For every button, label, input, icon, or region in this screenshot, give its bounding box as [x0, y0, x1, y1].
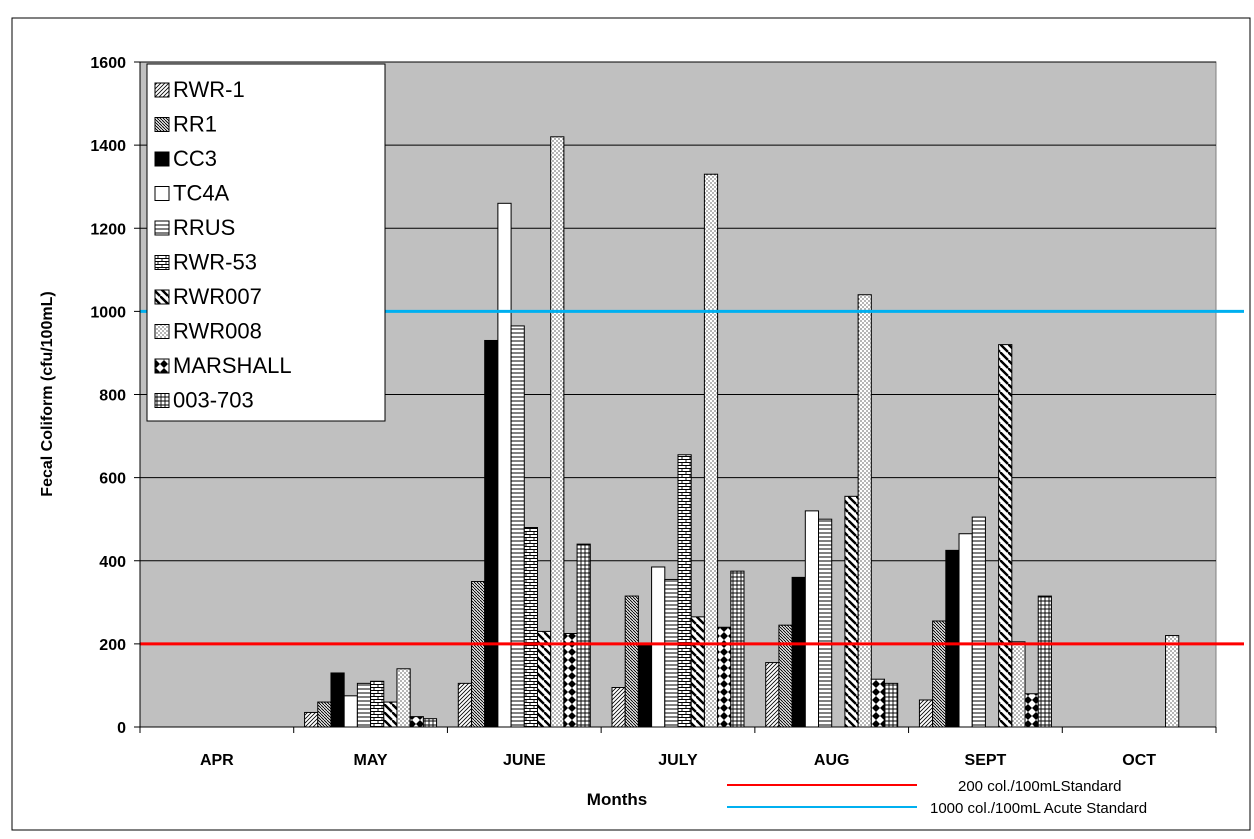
bar-tc4a-may — [343, 695, 358, 728]
bar-tc4a-july — [651, 566, 666, 728]
bar-cc3-aug — [791, 576, 806, 728]
bar-marshall-aug — [870, 678, 886, 728]
bar-rwr-1-june — [457, 682, 472, 728]
bar-003-703-sept — [1037, 595, 1052, 728]
bar-rwr007-sept — [998, 344, 1013, 728]
bar-rwr007-july — [690, 616, 705, 728]
y-tick-label: 600 — [99, 471, 126, 488]
y-tick-label: 200 — [99, 637, 126, 654]
y-tick-label: 1600 — [90, 55, 126, 72]
legend-swatch — [154, 151, 170, 167]
bar-rwr-1-may — [304, 711, 319, 728]
legend-label: 003-703 — [173, 388, 254, 413]
legend-swatch — [154, 255, 170, 270]
bar-tc4a-aug — [804, 510, 820, 728]
bar-rrus-may — [356, 682, 372, 728]
bar-cc3-june — [484, 339, 499, 728]
bar-rwr007-aug — [844, 495, 859, 728]
legend-label: RR1 — [173, 112, 217, 137]
bar-tc4a-june — [497, 202, 512, 728]
axes: 0 200 400 600 800 1000 1200 1400 1600 APR MAY JUNE J… — [90, 55, 1217, 769]
bar-tc4a-sept — [958, 533, 973, 728]
bar-003-703-june — [576, 543, 591, 728]
reference-line-legend: 200 col./100mLStandard 1000 col./100mL Ac… — [727, 778, 1147, 817]
bars — [304, 136, 1180, 728]
y-axis-label: Fecal Coliform (cfu/100mL) — [39, 291, 56, 496]
bar-003-703-july — [730, 570, 745, 728]
x-tick-label: JULY — [658, 752, 698, 769]
bar-marshall-sept — [1024, 693, 1039, 728]
bar-rwr-53-july — [677, 454, 692, 728]
bar-marshall-july — [717, 626, 732, 728]
y-tick-label: 1200 — [90, 221, 126, 238]
bar-rrus-sept — [971, 516, 986, 728]
bar-rwr-53-june — [523, 527, 538, 728]
x-tick-label: MAY — [354, 752, 388, 769]
bar-rr1-july — [624, 595, 639, 728]
y-tick-label: 1000 — [90, 304, 126, 321]
legend-swatch — [154, 289, 170, 305]
x-axis-label: Months — [587, 790, 647, 809]
bar-003-703-aug — [884, 682, 899, 728]
bar-rrus-july — [664, 578, 679, 728]
bar-rwr008-june — [550, 136, 565, 728]
legend-label: RWR007 — [173, 284, 262, 309]
legend-swatch — [154, 324, 170, 339]
bar-rr1-aug — [778, 624, 793, 728]
bar-rwr008-aug — [857, 294, 872, 728]
bar-rwr-1-july — [611, 687, 626, 728]
bar-003-703-may — [422, 718, 438, 728]
legend-label: RWR-1 — [173, 77, 245, 102]
x-tick-label: APR — [200, 752, 234, 769]
y-tick-label: 400 — [99, 554, 126, 571]
legend-label: RWR-53 — [173, 250, 257, 275]
legend-swatch — [154, 186, 170, 201]
y-tick-label: 1400 — [90, 138, 126, 155]
bar-cc3-may — [330, 672, 345, 728]
bar-rrus-aug — [818, 518, 833, 728]
legend: RWR-1 RR1 CC3 TC4A RRUS RWR-53 RWR007 RWR008 MAR… — [146, 63, 386, 422]
legend-label: MARSHALL — [173, 353, 292, 378]
x-tick-label: AUG — [814, 752, 850, 769]
bar-rwr008-sept — [1011, 641, 1026, 728]
legend-swatch — [154, 220, 170, 236]
bar-rwr-53-may — [370, 680, 385, 728]
bar-rr1-sept — [932, 620, 947, 728]
bar-rwr-1-sept — [918, 699, 934, 728]
bar-rwr007-june — [536, 630, 552, 728]
bar-rwr008-oct — [1165, 635, 1180, 728]
bar-rwr008-may — [396, 668, 411, 728]
reference-legend-label: 1000 col./100mL Acute Standard — [930, 800, 1147, 817]
bar-rwr007-may — [383, 701, 398, 728]
legend-box — [146, 63, 386, 422]
bar-marshall-june — [563, 632, 578, 728]
legend-swatch — [154, 117, 170, 132]
legend-label: RWR008 — [173, 319, 262, 344]
x-tick-label: JUNE — [503, 752, 546, 769]
bar-rwr-1-aug — [765, 662, 780, 728]
y-tick-label: 0 — [117, 720, 126, 737]
legend-label: TC4A — [173, 181, 230, 206]
legend-swatch — [154, 82, 170, 98]
bar-rr1-may — [317, 701, 332, 728]
bar-rrus-june — [510, 325, 525, 728]
y-tick-label: 800 — [99, 388, 126, 405]
reference-legend-label: 200 col./100mLStandard — [958, 778, 1121, 795]
x-tick-label: OCT — [1122, 752, 1156, 769]
bar-marshall-may — [409, 716, 424, 728]
legend-label: RRUS — [173, 215, 235, 240]
x-tick-label: SEPT — [965, 752, 1007, 769]
bar-rr1-june — [470, 581, 486, 728]
legend-swatch — [154, 358, 170, 374]
bar-cc3-sept — [945, 549, 960, 728]
legend-label: CC3 — [173, 146, 217, 171]
legend-swatch — [154, 393, 170, 408]
bar-cc3-july — [637, 643, 653, 728]
